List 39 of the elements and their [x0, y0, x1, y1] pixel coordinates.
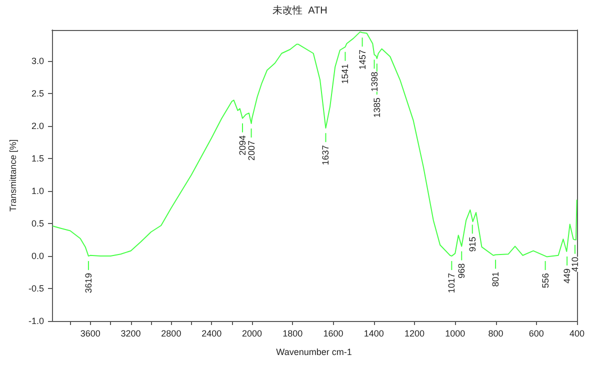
y-tick-label: 2.5 [31, 88, 44, 99]
y-tick-label: -0.5 [28, 284, 44, 294]
y-tick-label: 1.5 [31, 154, 44, 164]
x-tick-label: 2000 [242, 328, 262, 338]
annotation: 1457 [357, 50, 368, 70]
y-axis-title: Transmittance [%] [8, 139, 18, 212]
x-tick-label: 1200 [404, 328, 425, 338]
annotation: 1541 [340, 64, 350, 84]
annotation: 1637 [320, 145, 331, 166]
x-tick-label: 3200 [120, 328, 141, 338]
annotation: 1385 [372, 98, 382, 118]
annotation: 968 [456, 263, 467, 278]
x-tick-label: 1000 [445, 328, 466, 338]
annotation: 2094 [238, 135, 248, 156]
x-tick-label: 800 [488, 328, 504, 338]
annotation: 410 [570, 256, 580, 272]
x-tick-label: 2400 [202, 328, 222, 338]
chart-title: 未改性 ATH [272, 4, 328, 16]
y-tick-label: 3.0 [31, 56, 44, 66]
y-tick-label: 1.0 [31, 186, 44, 196]
annotation: 1017 [446, 273, 457, 294]
annotation: 3619 [83, 273, 94, 294]
annotation: 801 [490, 272, 501, 287]
x-tick-label: 1400 [364, 328, 384, 338]
x-axis-title: Wavenumber cm-1 [276, 347, 352, 357]
y-tick-label: -1.0 [28, 316, 44, 326]
y-tick-label: 0.5 [31, 218, 44, 229]
annotation: 449 [562, 268, 572, 284]
annotation: 915 [467, 236, 478, 252]
y-tick-label: 2.0 [31, 121, 44, 132]
x-tick-label: 2800 [161, 328, 182, 338]
annotation: 2007 [246, 140, 256, 161]
annotation: 556 [540, 273, 550, 288]
x-tick-label: 3600 [80, 328, 100, 338]
x-tick-label: 400 [569, 328, 585, 338]
y-tick-label: 0.0 [31, 251, 44, 262]
x-tick-label: 600 [528, 328, 544, 338]
x-tick-label: 1800 [282, 328, 303, 338]
x-tick-label: 1600 [323, 328, 344, 338]
